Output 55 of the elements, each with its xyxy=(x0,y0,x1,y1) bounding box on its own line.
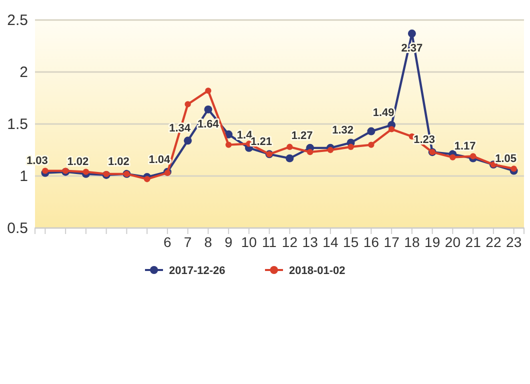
y-tick-label: 0.5 xyxy=(7,220,28,237)
point xyxy=(327,146,334,154)
point xyxy=(82,168,90,175)
point xyxy=(184,136,192,145)
point xyxy=(408,30,416,38)
x-tick-label: 6 xyxy=(164,234,172,250)
y-tick-label: 2 xyxy=(20,64,28,81)
x-tick-label: 20 xyxy=(444,234,461,250)
x-tick-label: 10 xyxy=(241,234,257,250)
x-tick-label: 19 xyxy=(424,234,440,250)
x-tick-label: 22 xyxy=(486,234,502,250)
point xyxy=(450,154,456,160)
point xyxy=(205,88,212,94)
point xyxy=(42,168,48,174)
point xyxy=(367,127,376,136)
point xyxy=(144,176,150,182)
y-tick-label: 1.5 xyxy=(7,116,28,133)
x-tick-label: 21 xyxy=(465,234,482,250)
data-label: 1.17 xyxy=(454,140,476,152)
y-tick-label: 2.5 xyxy=(7,12,28,29)
data-label: 1.05 xyxy=(495,152,517,165)
data-label: 1.02 xyxy=(67,156,89,168)
x-tick-label: 13 xyxy=(302,234,318,250)
data-label: 1.03 xyxy=(26,154,48,167)
point xyxy=(388,126,395,132)
y-tick-label: 1 xyxy=(20,168,28,185)
x-tick-label: 17 xyxy=(384,234,400,250)
x-tick-label: 15 xyxy=(343,234,359,250)
point xyxy=(306,148,314,156)
point xyxy=(470,153,476,160)
point xyxy=(286,154,294,162)
data-label: 1.21 xyxy=(250,136,272,148)
x-tick-label: 9 xyxy=(224,234,233,250)
legend-label: 2017-12-26 xyxy=(169,265,226,277)
x-tick-label: 12 xyxy=(282,234,298,250)
x-tick-label: 14 xyxy=(322,234,338,250)
data-label: 1.64 xyxy=(197,118,220,130)
x-tick-label: 16 xyxy=(363,234,380,250)
point xyxy=(204,105,212,114)
point xyxy=(510,166,517,172)
x-tick-label: 18 xyxy=(404,234,420,250)
data-label: 1.04 xyxy=(148,154,172,166)
point xyxy=(184,101,191,108)
x-tick-label: 7 xyxy=(184,234,192,250)
data-label: 1.27 xyxy=(291,130,313,142)
point xyxy=(368,142,374,148)
data-label: 1.32 xyxy=(332,124,354,137)
point xyxy=(225,142,232,148)
x-tick-label: 23 xyxy=(506,234,522,250)
legend-label: 2018-01-02 xyxy=(289,265,346,277)
point xyxy=(348,144,354,150)
x-tick-label: 8 xyxy=(204,234,212,250)
data-label: 1.02 xyxy=(108,156,130,168)
point xyxy=(286,144,293,150)
x-tick-label: 11 xyxy=(262,234,277,250)
